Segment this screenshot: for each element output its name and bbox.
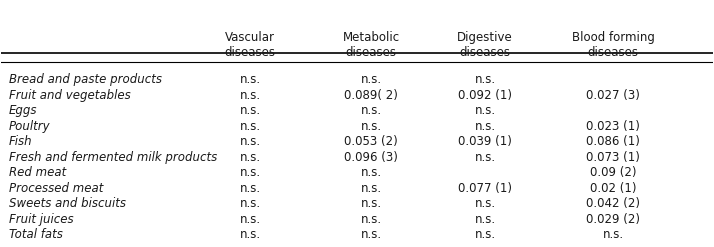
Text: 0.039 (1): 0.039 (1) bbox=[458, 135, 512, 148]
Text: 0.027 (3): 0.027 (3) bbox=[586, 89, 640, 102]
Text: Sweets and biscuits: Sweets and biscuits bbox=[9, 197, 126, 210]
Text: Digestive
diseases: Digestive diseases bbox=[457, 31, 513, 59]
Text: Blood forming
diseases: Blood forming diseases bbox=[572, 31, 655, 59]
Text: Fish: Fish bbox=[9, 135, 32, 148]
Text: n.s.: n.s. bbox=[240, 213, 261, 226]
Text: n.s.: n.s. bbox=[361, 228, 382, 242]
Text: n.s.: n.s. bbox=[361, 120, 382, 133]
Text: Bread and paste products: Bread and paste products bbox=[9, 73, 161, 86]
Text: n.s.: n.s. bbox=[475, 197, 496, 210]
Text: n.s.: n.s. bbox=[240, 104, 261, 117]
Text: n.s.: n.s. bbox=[240, 197, 261, 210]
Text: 0.042 (2): 0.042 (2) bbox=[586, 197, 640, 210]
Text: n.s.: n.s. bbox=[361, 182, 382, 195]
Text: n.s.: n.s. bbox=[475, 151, 496, 164]
Text: Fresh and fermented milk products: Fresh and fermented milk products bbox=[9, 151, 217, 164]
Text: n.s.: n.s. bbox=[240, 228, 261, 242]
Text: n.s.: n.s. bbox=[475, 104, 496, 117]
Text: n.s.: n.s. bbox=[240, 89, 261, 102]
Text: 0.023 (1): 0.023 (1) bbox=[586, 120, 640, 133]
Text: n.s.: n.s. bbox=[361, 197, 382, 210]
Text: 0.02 (1): 0.02 (1) bbox=[590, 182, 636, 195]
Text: Total fats: Total fats bbox=[9, 228, 62, 242]
Text: Red meat: Red meat bbox=[9, 166, 66, 179]
Text: 0.096 (3): 0.096 (3) bbox=[344, 151, 398, 164]
Text: 0.077 (1): 0.077 (1) bbox=[458, 182, 512, 195]
Text: n.s.: n.s. bbox=[240, 182, 261, 195]
Text: 0.09 (2): 0.09 (2) bbox=[590, 166, 636, 179]
Text: n.s.: n.s. bbox=[361, 166, 382, 179]
Text: n.s.: n.s. bbox=[240, 151, 261, 164]
Text: n.s.: n.s. bbox=[361, 73, 382, 86]
Text: n.s.: n.s. bbox=[240, 73, 261, 86]
Text: Eggs: Eggs bbox=[9, 104, 37, 117]
Text: n.s.: n.s. bbox=[603, 228, 623, 242]
Text: n.s.: n.s. bbox=[475, 228, 496, 242]
Text: 0.086 (1): 0.086 (1) bbox=[586, 135, 640, 148]
Text: n.s.: n.s. bbox=[475, 213, 496, 226]
Text: Poultry: Poultry bbox=[9, 120, 50, 133]
Text: n.s.: n.s. bbox=[475, 73, 496, 86]
Text: 0.053 (2): 0.053 (2) bbox=[344, 135, 398, 148]
Text: Metabolic
diseases: Metabolic diseases bbox=[343, 31, 400, 59]
Text: n.s.: n.s. bbox=[361, 213, 382, 226]
Text: 0.073 (1): 0.073 (1) bbox=[586, 151, 640, 164]
Text: Fruit and vegetables: Fruit and vegetables bbox=[9, 89, 130, 102]
Text: n.s.: n.s. bbox=[240, 166, 261, 179]
Text: 0.092 (1): 0.092 (1) bbox=[458, 89, 512, 102]
Text: n.s.: n.s. bbox=[475, 120, 496, 133]
Text: n.s.: n.s. bbox=[361, 104, 382, 117]
Text: Processed meat: Processed meat bbox=[9, 182, 103, 195]
Text: 0.089( 2): 0.089( 2) bbox=[344, 89, 398, 102]
Text: Vascular
diseases: Vascular diseases bbox=[225, 31, 276, 59]
Text: n.s.: n.s. bbox=[240, 120, 261, 133]
Text: 0.029 (2): 0.029 (2) bbox=[586, 213, 640, 226]
Text: Fruit juices: Fruit juices bbox=[9, 213, 73, 226]
Text: n.s.: n.s. bbox=[240, 135, 261, 148]
